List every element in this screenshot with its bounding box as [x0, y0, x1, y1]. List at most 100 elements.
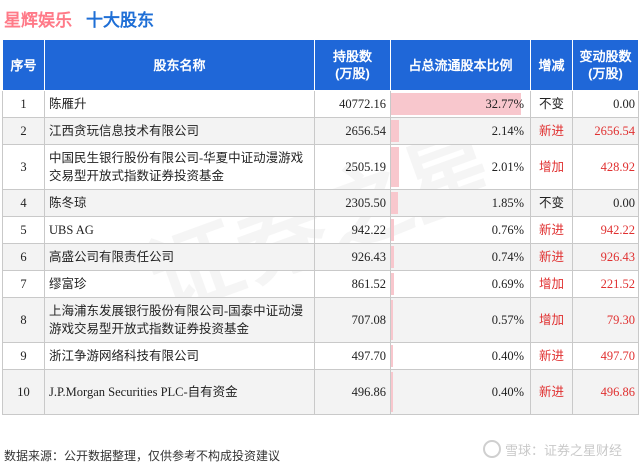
shares-held: 40772.16: [314, 90, 391, 118]
table-row: 1 陈雁升 40772.16 32.77% 不变 0.00: [2, 90, 639, 118]
row-index: 10: [2, 369, 45, 415]
row-index: 4: [2, 189, 45, 217]
col-header-amount: 变动股数 (万股): [572, 40, 639, 91]
col-header-name: 股东名称: [44, 40, 315, 91]
col-header-change: 增减: [530, 40, 573, 91]
watermark-text: 雪球：证券之星财经: [504, 443, 622, 458]
ratio-cell: 1.85%: [390, 189, 531, 217]
table-row: 9 浙江争游网络科技有限公司 497.70 0.40% 新进 497.70: [2, 342, 639, 370]
xueqiu-logo-icon: [482, 440, 501, 458]
change-status: 新进: [530, 369, 573, 415]
shareholder-name: 上海浦东发展银行股份有限公司-国泰中证动漫游戏交易型开放式指数证券投资基金: [44, 297, 315, 343]
table-row: 4 陈冬琼 2305.50 1.85% 不变 0.00: [2, 189, 639, 217]
row-index: 5: [2, 216, 45, 244]
row-index: 9: [2, 342, 45, 370]
change-status: 增加: [530, 144, 573, 190]
table-row: 3 中国民生银行股份有限公司-华夏中证动漫游戏交易型开放式指数证券投资基金 2505…: [2, 144, 639, 190]
table-row: 8 上海浦东发展银行股份有限公司-国泰中证动漫游戏交易型开放式指数证券投资基金 70…: [2, 297, 639, 343]
shares-held: 2656.54: [314, 117, 391, 145]
change-status: 不变: [530, 90, 573, 118]
ratio-value: 2.14%: [491, 124, 524, 138]
ratio-bar: [391, 219, 395, 241]
change-amount: 496.86: [572, 369, 639, 415]
change-status: 新进: [530, 216, 573, 244]
change-amount: 0.00: [572, 189, 639, 217]
change-status: 增加: [530, 270, 573, 298]
col-header-ratio: 占总流通股本比例: [390, 40, 531, 91]
change-amount: 942.22: [572, 216, 639, 244]
row-index: 6: [2, 243, 45, 271]
ratio-bar: [391, 300, 394, 340]
ratio-value: 0.74%: [491, 250, 524, 264]
row-index: 7: [2, 270, 45, 298]
change-status: 新进: [530, 342, 573, 370]
ratio-value: 0.76%: [491, 223, 524, 237]
ratio-bar: [391, 345, 393, 367]
ratio-bar: [391, 93, 522, 115]
shares-held: 942.22: [314, 216, 391, 244]
shares-held: 861.52: [314, 270, 391, 298]
ratio-value: 32.77%: [485, 97, 524, 111]
ratio-cell: 32.77%: [390, 90, 531, 118]
col-header-amount-line2: (万股): [588, 66, 623, 81]
table-header-row: 序号 股东名称 持股数 (万股) 占总流通股本比例 增减 变动股数 (万股): [2, 40, 639, 91]
ratio-cell: 2.01%: [390, 144, 531, 190]
shareholder-name: 浙江争游网络科技有限公司: [44, 342, 315, 370]
ratio-cell: 0.57%: [390, 297, 531, 343]
ratio-bar: [391, 120, 400, 142]
ratio-bar: [391, 372, 393, 412]
row-index: 1: [2, 90, 45, 118]
change-status: 新进: [530, 243, 573, 271]
change-status: 增加: [530, 297, 573, 343]
ratio-cell: 0.40%: [390, 342, 531, 370]
col-header-amount-line1: 变动股数: [579, 49, 632, 64]
shareholder-name: J.P.Morgan Securities PLC-自有资金: [44, 369, 315, 415]
ratio-cell: 0.74%: [390, 243, 531, 271]
ratio-value: 0.40%: [491, 385, 524, 399]
ratio-bar: [391, 246, 394, 268]
change-amount: 497.70: [572, 342, 639, 370]
table-row: 2 江西贪玩信息技术有限公司 2656.54 2.14% 新进 2656.54: [2, 117, 639, 145]
ratio-bar: [391, 273, 394, 295]
change-amount: 0.00: [572, 90, 639, 118]
col-header-shares-line2: (万股): [335, 66, 370, 81]
page-title: 星辉娱乐 十大股东: [4, 6, 154, 30]
col-header-shares: 持股数 (万股): [314, 40, 391, 91]
shares-held: 2305.50: [314, 189, 391, 217]
shareholders-table: 序号 股东名称 持股数 (万股) 占总流通股本比例 增减 变动股数 (万股) 1 陈雁…: [2, 40, 639, 415]
shareholder-name: 高盛公司有限责任公司: [44, 243, 315, 271]
col-header-index: 序号: [2, 40, 45, 91]
shares-held: 707.08: [314, 297, 391, 343]
change-status: 新进: [530, 117, 573, 145]
change-amount: 2656.54: [572, 117, 639, 145]
ratio-cell: 2.14%: [390, 117, 531, 145]
company-name: 星辉娱乐: [4, 11, 72, 30]
shareholder-name: UBS AG: [44, 216, 315, 244]
row-index: 3: [2, 144, 45, 190]
ratio-bar: [391, 147, 399, 187]
table-row: 7 缪富珍 861.52 0.69% 增加 221.52: [2, 270, 639, 298]
shareholder-name: 陈雁升: [44, 90, 315, 118]
change-amount: 926.43: [572, 243, 639, 271]
shares-held: 2505.19: [314, 144, 391, 190]
ratio-value: 1.85%: [491, 196, 524, 210]
ratio-value: 0.57%: [491, 313, 524, 327]
ratio-cell: 0.69%: [390, 270, 531, 298]
shares-held: 496.86: [314, 369, 391, 415]
ratio-value: 2.01%: [491, 160, 524, 174]
col-header-shares-line1: 持股数: [332, 49, 372, 64]
row-index: 2: [2, 117, 45, 145]
shares-held: 497.70: [314, 342, 391, 370]
ratio-value: 0.69%: [491, 277, 524, 291]
data-source-note: 数据来源：公开数据整理，仅供参考不构成投资建议: [4, 449, 281, 463]
ratio-bar: [391, 192, 399, 214]
change-status: 不变: [530, 189, 573, 217]
shares-held: 926.43: [314, 243, 391, 271]
section-title: 十大股东: [86, 11, 154, 30]
change-amount: 428.92: [572, 144, 639, 190]
shareholder-name: 陈冬琼: [44, 189, 315, 217]
ratio-cell: 0.76%: [390, 216, 531, 244]
table-row: 6 高盛公司有限责任公司 926.43 0.74% 新进 926.43: [2, 243, 639, 271]
shareholder-name: 缪富珍: [44, 270, 315, 298]
ratio-value: 0.40%: [491, 349, 524, 363]
